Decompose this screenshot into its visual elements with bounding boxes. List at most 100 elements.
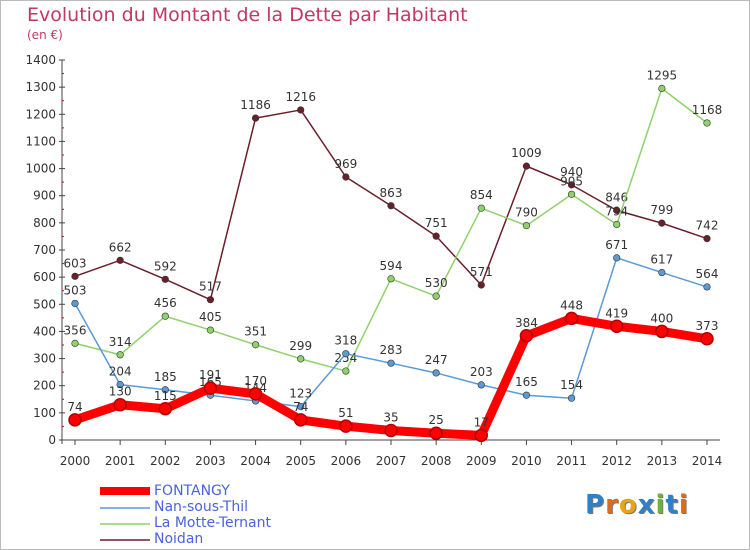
data-label-fontangy: 384 xyxy=(515,316,538,330)
x-tick-label: 2006 xyxy=(331,454,362,468)
legend-swatch-noidan xyxy=(100,539,150,541)
data-point-fontangy xyxy=(158,402,173,416)
chart-subtitle: (en €) xyxy=(27,28,63,42)
x-tick-label: 2012 xyxy=(601,454,632,468)
data-point-nan-sous-thil xyxy=(161,386,169,394)
data-label-la-motte-ternant: 299 xyxy=(289,339,312,353)
data-point-fontangy xyxy=(68,413,82,427)
data-label-fontangy: 74 xyxy=(293,400,308,414)
data-label-fontangy: 373 xyxy=(696,319,719,333)
data-point-noidan xyxy=(432,232,440,240)
data-label-la-motte-ternant: 314 xyxy=(109,335,132,349)
data-point-la-motte-ternant xyxy=(477,204,485,212)
data-point-fontangy xyxy=(429,426,443,440)
data-label-noidan: 1009 xyxy=(511,146,542,160)
data-point-nan-sous-thil xyxy=(342,350,350,358)
data-point-fontangy xyxy=(113,397,127,412)
data-label-fontangy: 17 xyxy=(474,415,489,429)
data-point-noidan xyxy=(116,256,124,264)
data-label-fontangy: 419 xyxy=(605,306,628,320)
y-tick-label: 500 xyxy=(33,297,56,311)
chart-legend: FONTANGY Nan-sous-Thil La Motte-Ternant … xyxy=(100,483,360,547)
data-point-fontangy xyxy=(474,428,489,443)
x-tick-label: 2004 xyxy=(240,454,271,468)
data-point-noidan xyxy=(342,173,350,181)
data-label-noidan: 517 xyxy=(199,280,222,294)
data-label-la-motte-ternant: 530 xyxy=(425,276,448,290)
data-label-noidan: 1216 xyxy=(285,90,316,104)
data-label-la-motte-ternant: 1295 xyxy=(647,69,678,83)
legend-label-noidan: Noidan xyxy=(154,531,204,547)
data-point-fontangy xyxy=(564,311,579,326)
data-label-nan-sous-thil: 165 xyxy=(515,375,538,389)
y-tick-label: 900 xyxy=(33,189,56,203)
y-tick-label: 1300 xyxy=(25,80,56,94)
data-label-fontangy: 35 xyxy=(383,411,398,425)
data-label-la-motte-ternant: 905 xyxy=(560,174,583,188)
legend-item-fontangy: FONTANGY xyxy=(100,483,360,499)
data-point-noidan xyxy=(522,162,531,170)
data-point-noidan xyxy=(161,275,169,283)
y-tick-label: 1200 xyxy=(25,107,56,121)
data-label-noidan: 799 xyxy=(650,203,673,217)
data-label-noidan: 940 xyxy=(560,165,583,179)
data-label-nan-sous-thil: 123 xyxy=(289,387,312,401)
data-point-nan-sous-thil xyxy=(703,283,711,291)
y-tick-label: 200 xyxy=(33,379,56,393)
y-tick-label: 1400 xyxy=(25,53,56,67)
legend-swatch-fontangy xyxy=(100,487,150,495)
data-label-noidan: 1186 xyxy=(240,98,271,112)
data-point-fontangy xyxy=(203,381,218,395)
data-label-nan-sous-thil: 203 xyxy=(470,365,493,379)
legend-item-la-motte-ternant: La Motte-Ternant xyxy=(100,515,360,531)
data-point-la-motte-ternant xyxy=(432,292,440,300)
data-point-noidan xyxy=(251,114,260,122)
data-label-nan-sous-thil: 247 xyxy=(425,353,448,367)
legend-label-fontangy: FONTANGY xyxy=(154,483,230,499)
data-point-nan-sous-thil xyxy=(613,254,621,262)
x-tick-label: 2000 xyxy=(60,454,91,468)
y-tick-label: 1000 xyxy=(25,162,56,176)
data-label-noidan: 603 xyxy=(64,256,87,270)
y-tick-label: 1100 xyxy=(25,134,56,148)
logo-letter: o xyxy=(618,490,638,520)
data-point-nan-sous-thil xyxy=(658,268,666,277)
legend-swatch-la-motte-ternant xyxy=(100,523,150,525)
logo-letter: i xyxy=(678,490,689,520)
data-label-nan-sous-thil: 185 xyxy=(154,370,177,384)
data-point-la-motte-ternant xyxy=(251,341,260,349)
data-label-noidan: 969 xyxy=(334,157,357,171)
data-point-la-motte-ternant xyxy=(71,339,79,347)
data-point-fontangy xyxy=(655,324,669,339)
data-label-la-motte-ternant: 794 xyxy=(605,204,628,218)
data-label-nan-sous-thil: 154 xyxy=(560,378,583,392)
data-point-la-motte-ternant xyxy=(116,351,124,359)
y-tick-label: 700 xyxy=(33,243,56,257)
data-point-nan-sous-thil xyxy=(477,381,485,389)
data-point-nan-sous-thil xyxy=(522,391,531,399)
logo-letter: r xyxy=(605,490,619,520)
y-tick-label: 0 xyxy=(48,433,56,447)
data-point-nan-sous-thil xyxy=(387,359,395,367)
data-label-la-motte-ternant: 405 xyxy=(199,310,222,324)
logo-letter: x xyxy=(637,490,656,520)
logo-letter: P xyxy=(585,490,606,520)
data-point-nan-sous-thil xyxy=(432,369,440,377)
data-point-la-motte-ternant xyxy=(613,220,621,229)
data-point-noidan xyxy=(387,202,395,210)
logo-letter: t xyxy=(665,490,679,520)
legend-item-nan-sous-thil: Nan-sous-Thil xyxy=(100,499,360,515)
data-point-la-motte-ternant xyxy=(206,326,215,334)
y-tick-label: 100 xyxy=(33,406,56,420)
data-point-la-motte-ternant xyxy=(567,190,576,198)
legend-item-noidan: Noidan xyxy=(100,531,360,547)
data-point-nan-sous-thil xyxy=(71,299,79,308)
legend-swatch-nan-sous-thil xyxy=(100,507,150,509)
data-label-la-motte-ternant: 790 xyxy=(515,206,538,220)
data-point-fontangy xyxy=(700,332,714,346)
x-tick-label: 2014 xyxy=(692,454,723,468)
data-label-nan-sous-thil: 564 xyxy=(696,267,719,281)
data-label-nan-sous-thil: 617 xyxy=(650,253,673,267)
data-point-nan-sous-thil xyxy=(567,394,576,402)
data-label-la-motte-ternant: 456 xyxy=(154,296,177,310)
